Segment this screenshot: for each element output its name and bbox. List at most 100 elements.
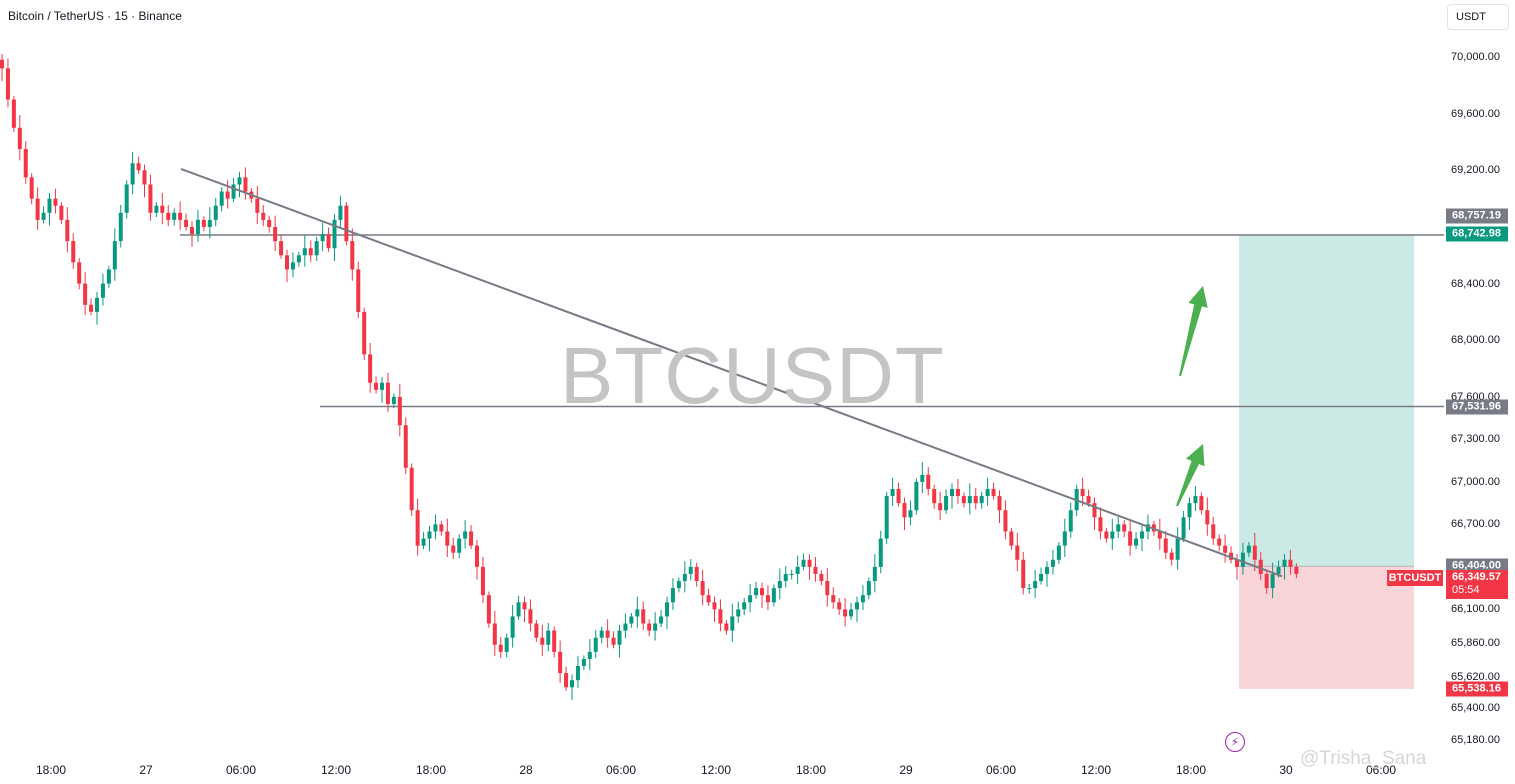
candle	[237, 171, 242, 198]
time-tick-label: 27	[139, 763, 153, 777]
time-tick-label: 18:00	[35, 763, 67, 777]
time-tick-label: 12:00	[700, 763, 732, 777]
candle	[765, 585, 770, 611]
candle	[1122, 520, 1127, 538]
candle	[279, 234, 284, 259]
candle	[421, 532, 426, 550]
candle	[718, 599, 723, 632]
candle	[682, 561, 687, 593]
candle	[635, 596, 640, 628]
candle	[47, 192, 52, 226]
candle	[1110, 518, 1115, 550]
candle	[89, 298, 94, 316]
candle	[1092, 497, 1097, 531]
chart-title: Bitcoin / TetherUS · 15 · Binance	[8, 9, 182, 23]
candle	[77, 258, 82, 290]
candle	[219, 187, 224, 212]
candle	[356, 261, 361, 319]
candle	[433, 514, 438, 540]
price-tick-label: 65,860.00	[1451, 637, 1500, 650]
candle	[1240, 542, 1245, 575]
candle	[83, 272, 88, 315]
candle	[1045, 561, 1049, 587]
candle	[148, 174, 153, 221]
candle	[534, 619, 539, 642]
currency-selector-button[interactable]: USDT	[1447, 4, 1509, 30]
candle	[486, 591, 491, 628]
symbol-watermark: BTCUSDT	[560, 331, 945, 420]
candle	[231, 178, 236, 203]
candle	[920, 462, 925, 494]
candle	[1098, 507, 1103, 540]
candle	[1140, 525, 1144, 552]
candle	[1288, 549, 1293, 575]
candle	[706, 588, 711, 606]
time-tick-label: 12:00	[320, 763, 352, 777]
candle	[872, 554, 877, 593]
candle	[997, 490, 1002, 523]
candle	[1187, 497, 1192, 531]
last-price-tag: 66,349.57 05:54	[1446, 570, 1508, 599]
candle	[1246, 542, 1251, 557]
candle	[439, 520, 444, 536]
price-tag: 67,531.96	[1446, 399, 1508, 415]
candle	[190, 221, 194, 247]
candle	[599, 626, 604, 644]
candle	[973, 488, 978, 510]
candle	[611, 631, 616, 649]
candle	[207, 207, 212, 239]
candle	[498, 636, 503, 659]
candle	[629, 612, 634, 628]
candle	[368, 343, 373, 393]
candle	[813, 556, 818, 582]
price-tag: 68,742.98	[1446, 226, 1508, 242]
candle	[1080, 477, 1085, 506]
time-tick-label: 06:00	[225, 763, 257, 777]
candle	[837, 598, 842, 616]
candle	[35, 187, 40, 230]
candle	[587, 639, 592, 671]
candle	[860, 585, 865, 611]
time-tick-label: 18:00	[795, 763, 827, 777]
price-tag: 65,538.16	[1446, 681, 1508, 697]
author-signature: @Trisha_Sana	[1300, 748, 1427, 769]
candle	[296, 251, 301, 267]
price-tick-label: 65,400.00	[1451, 702, 1500, 715]
candle	[154, 202, 159, 218]
candle	[243, 167, 248, 200]
candle	[403, 417, 408, 475]
candle	[1169, 548, 1174, 566]
candle	[801, 553, 806, 571]
candle	[1104, 527, 1109, 543]
candle	[575, 656, 580, 688]
price-tick-label: 69,600.00	[1451, 107, 1500, 120]
candle	[807, 554, 812, 580]
time-tick-label: 28	[519, 763, 533, 777]
candle	[570, 674, 574, 701]
candle	[492, 610, 497, 657]
candle	[469, 525, 474, 550]
price-tick-label: 70,000.00	[1451, 51, 1500, 63]
candle	[617, 624, 622, 658]
candle	[979, 491, 984, 509]
candle	[961, 492, 966, 508]
candle	[896, 482, 901, 507]
candle	[700, 569, 705, 606]
candle	[926, 467, 931, 496]
candle	[546, 622, 551, 652]
candle	[777, 568, 782, 600]
candle	[1205, 497, 1210, 536]
candle	[112, 228, 117, 281]
candle	[451, 537, 456, 560]
candle	[647, 619, 652, 637]
candle	[178, 201, 183, 230]
last-price-value: 66,349.57	[1452, 571, 1501, 583]
candle	[314, 236, 319, 261]
candle	[1039, 567, 1044, 585]
candle	[1021, 551, 1026, 595]
candle	[53, 188, 58, 214]
lightning-icon[interactable]: ⚡	[1225, 732, 1245, 752]
candle	[760, 582, 764, 608]
descending-trendline	[180, 167, 1283, 578]
